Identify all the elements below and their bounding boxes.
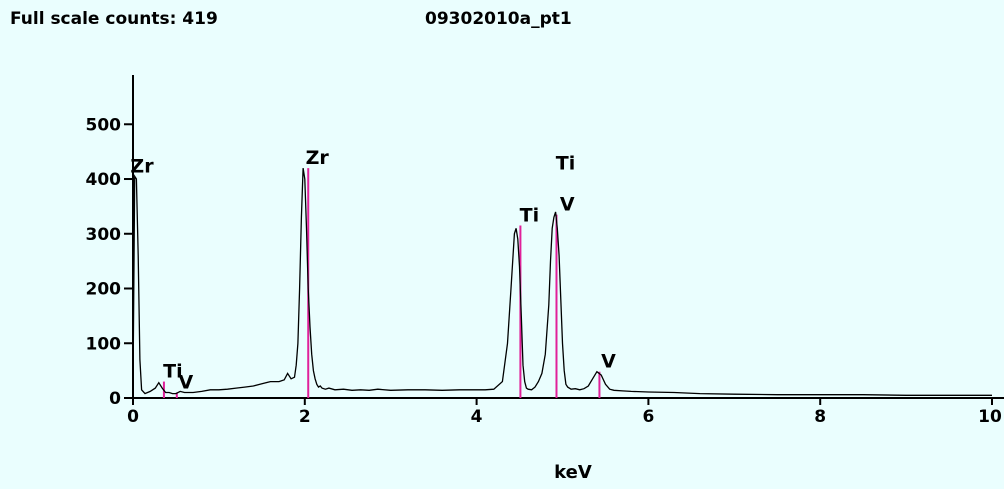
x-axis-label: keV [554,462,592,483]
spectrum-name-label: 09302010a_pt1 [425,9,572,29]
y-tick-label: 300 [86,225,122,245]
y-tick-label: 100 [86,334,122,354]
peak-label: Zr [306,147,330,169]
x-tick-label: 10 [978,407,1002,427]
spectrum-trace-group [132,167,992,396]
x-tick-label: 8 [814,407,826,427]
spectrum-trace [132,167,992,396]
y-tick-label: 200 [86,280,122,300]
peak-label: Ti [520,205,539,227]
x-tick-label: 4 [471,407,483,427]
peak-label: Ti [163,361,182,383]
y-tick-label: 400 [86,170,122,190]
peak-markers [162,168,601,398]
x-tick-label: 6 [642,407,654,427]
full-scale-counts-label: Full scale counts: 419 [10,9,218,29]
peak-label: V [560,194,575,216]
x-tick-label: 2 [299,407,311,427]
peak-label: V [178,372,193,394]
axes [132,75,1004,399]
y-tick-label: 500 [86,115,122,135]
peak-label: Ti [556,153,575,175]
x-tick-label: 0 [127,407,139,427]
peak-label: V [601,351,616,373]
y-tick-label: 0 [109,389,121,409]
peak-label: Zr [130,155,154,177]
